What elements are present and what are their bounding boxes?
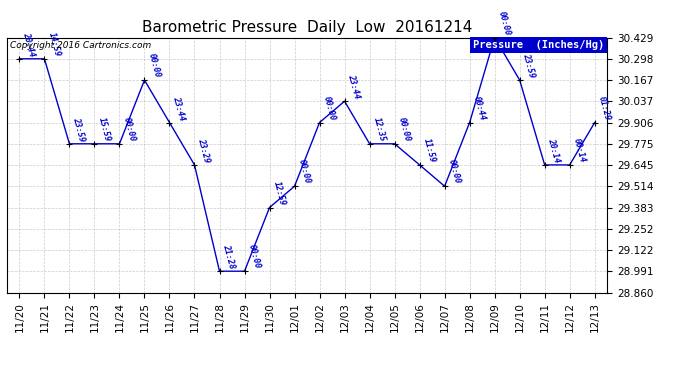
Text: 20:44: 20:44 — [21, 31, 37, 57]
Text: 00:00: 00:00 — [446, 158, 462, 185]
Text: 00:00: 00:00 — [246, 243, 262, 270]
Title: Barometric Pressure  Daily  Low  20161214: Barometric Pressure Daily Low 20161214 — [142, 20, 472, 35]
Text: 23:44: 23:44 — [172, 95, 187, 121]
Text: 01:29: 01:29 — [597, 95, 612, 121]
Text: 00:00: 00:00 — [322, 95, 337, 121]
Text: 00:14: 00:14 — [572, 137, 587, 164]
Text: 15:59: 15:59 — [97, 116, 112, 142]
Text: 23:59: 23:59 — [522, 52, 537, 79]
Text: 23:44: 23:44 — [346, 74, 362, 100]
Text: Pressure  (Inches/Hg): Pressure (Inches/Hg) — [473, 40, 604, 50]
Text: 12:59: 12:59 — [272, 180, 287, 206]
Text: 00:00: 00:00 — [397, 116, 412, 142]
Text: 11:59: 11:59 — [422, 137, 437, 164]
Text: 14:59: 14:59 — [46, 31, 61, 57]
Text: 00:00: 00:00 — [497, 10, 512, 36]
Text: 21:28: 21:28 — [221, 243, 237, 270]
Text: 12:35: 12:35 — [372, 116, 387, 142]
Text: 00:44: 00:44 — [472, 95, 487, 121]
Text: 23:59: 23:59 — [72, 116, 87, 142]
Text: 00:00: 00:00 — [121, 116, 137, 142]
Text: Copyright 2016 Cartronics.com: Copyright 2016 Cartronics.com — [10, 41, 151, 50]
Text: 00:00: 00:00 — [146, 52, 161, 79]
Text: 23:29: 23:29 — [197, 137, 212, 164]
Text: 20:14: 20:14 — [546, 137, 562, 164]
Text: 00:00: 00:00 — [297, 158, 312, 185]
